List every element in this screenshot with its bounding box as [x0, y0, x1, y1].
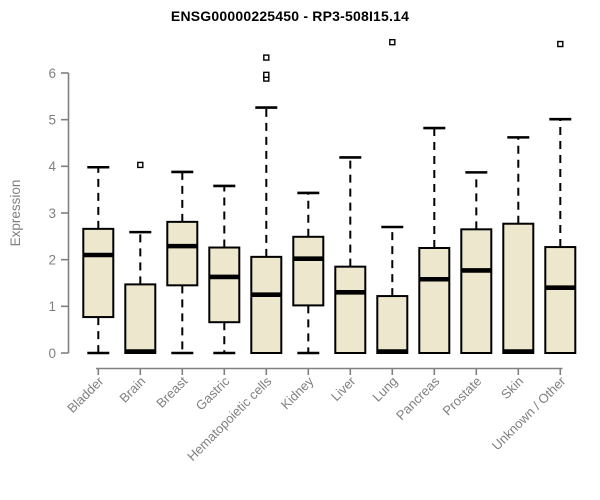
iqr-box — [124, 283, 157, 355]
iqr-box — [334, 265, 367, 354]
box-prostate — [460, 171, 493, 354]
box-breast — [166, 170, 199, 355]
y-tick-label: 5 — [48, 112, 56, 127]
chart-title: ENSG00000225450 - RP3-508I15.14 — [170, 8, 410, 24]
box-bladder — [82, 165, 115, 355]
iqr-box — [82, 227, 115, 319]
iqr-box — [208, 246, 241, 324]
y-axis: 0 1 2 3 4 5 6 — [48, 66, 70, 361]
box-liver — [334, 156, 367, 354]
x-tick-label-gastric: Gastric — [193, 373, 233, 413]
outlier-point — [557, 40, 564, 48]
x-tick-label-liver: Liver — [328, 373, 359, 404]
iqr-box — [502, 222, 535, 354]
outlier-point — [263, 71, 270, 79]
iqr-box — [418, 246, 451, 354]
x-tick-label-pancreas: Pancreas — [393, 373, 443, 423]
iqr-box — [376, 295, 409, 354]
box-hematopoietic-cells — [250, 54, 283, 354]
x-tick-label-bladder: Bladder — [64, 373, 107, 416]
outlier-point — [137, 161, 144, 169]
outlier-point — [263, 54, 270, 61]
x-tick-label-unknown-other: Unknown / Other — [489, 373, 569, 453]
box-lung — [376, 38, 409, 354]
box-unknown-other — [544, 40, 577, 354]
box-gastric — [208, 184, 241, 355]
y-tick-label: 6 — [48, 66, 56, 81]
y-tick-label: 4 — [48, 159, 56, 174]
x-tick-label-lung: Lung — [369, 374, 400, 405]
iqr-box — [544, 246, 577, 354]
y-tick-label: 0 — [48, 346, 56, 361]
y-tick-label: 1 — [48, 299, 56, 314]
y-axis-title: Expression — [8, 179, 23, 247]
outlier-point — [389, 38, 396, 46]
iqr-box — [460, 228, 493, 354]
iqr-box — [292, 235, 325, 307]
y-tick-label: 3 — [48, 206, 56, 221]
x-tick-label-skin: Skin — [498, 374, 526, 402]
y-tick-label: 2 — [48, 252, 56, 267]
x-tick-label-prostate: Prostate — [440, 374, 485, 419]
box-brain — [124, 161, 157, 355]
box-skin — [502, 136, 535, 354]
x-tick-label-breast: Breast — [153, 373, 190, 410]
x-tick-label-kidney: Kidney — [278, 373, 317, 412]
box-pancreas — [418, 126, 451, 354]
box-kidney — [292, 191, 325, 355]
x-tick-label-brain: Brain — [116, 374, 148, 406]
iqr-box — [250, 255, 283, 354]
iqr-box — [166, 220, 199, 287]
